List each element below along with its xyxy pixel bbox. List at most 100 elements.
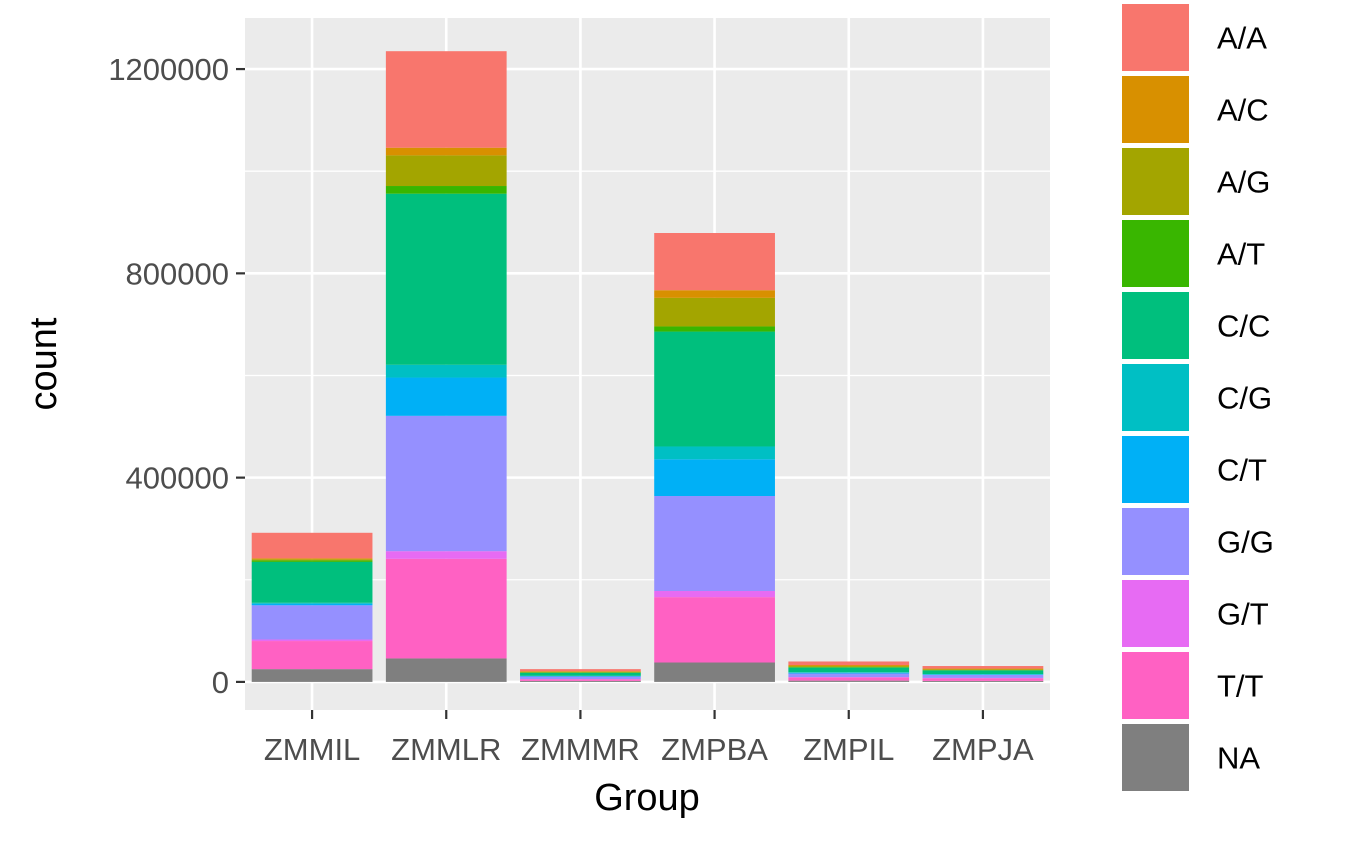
legend-label: NA xyxy=(1217,741,1260,776)
y-tick-label: 1200000 xyxy=(108,52,229,87)
bar-segment xyxy=(654,459,775,497)
bar-segment xyxy=(251,603,373,606)
bar-segment xyxy=(251,602,373,604)
bar-segment xyxy=(654,233,775,291)
y-tick-label: 800000 xyxy=(126,256,229,291)
legend-key xyxy=(1122,364,1189,431)
legend-label: A/C xyxy=(1217,93,1269,128)
bar-segment xyxy=(922,670,1044,674)
bar-segment xyxy=(788,667,910,673)
bar-segment xyxy=(520,676,641,677)
legend-label: C/T xyxy=(1217,453,1267,488)
legend-label: A/G xyxy=(1217,165,1270,200)
bar-segment xyxy=(251,669,373,682)
bar-segment xyxy=(922,674,1044,675)
legend-key xyxy=(1122,436,1189,503)
legend-key xyxy=(1122,580,1189,647)
bar-segment xyxy=(922,678,1044,681)
bar-segment xyxy=(251,559,373,561)
bar-segment xyxy=(654,496,775,592)
bar-segment xyxy=(788,666,910,668)
bar-segment xyxy=(385,377,507,416)
bar-segment xyxy=(788,677,910,678)
bar-segment xyxy=(654,662,775,682)
bar-segment xyxy=(251,560,373,562)
legend-label: G/G xyxy=(1217,525,1274,560)
bar-segment xyxy=(520,669,641,672)
y-axis-title: count xyxy=(23,317,65,410)
bar-segment xyxy=(788,667,910,668)
x-tick-label: ZMMLR xyxy=(391,732,501,767)
legend-key xyxy=(1122,508,1189,575)
x-tick-label: ZMPIL xyxy=(803,732,894,767)
bar-segment xyxy=(654,290,775,298)
bar-segment xyxy=(922,674,1044,678)
minor-gridlines xyxy=(245,170,1050,581)
bar-segment xyxy=(251,641,373,670)
bar-segment xyxy=(385,658,507,682)
bar-segment xyxy=(520,676,641,680)
bar-segment xyxy=(788,661,910,666)
bar-segment xyxy=(385,51,507,148)
bar-segment xyxy=(788,672,910,673)
bar-segment xyxy=(788,665,910,667)
bar-segment xyxy=(520,679,641,681)
bar-segment xyxy=(251,561,373,603)
x-tick-label: ZMPBA xyxy=(661,732,768,767)
panel-background xyxy=(245,18,1050,710)
bar-segment xyxy=(385,147,507,156)
y-tick-label: 0 xyxy=(212,665,229,700)
bar-segment xyxy=(385,415,507,552)
bar-segment xyxy=(520,671,641,673)
legend-label: T/T xyxy=(1217,669,1264,704)
bar-segment xyxy=(922,669,1044,671)
bar-segment xyxy=(788,680,910,682)
bar-segment xyxy=(520,680,641,682)
bar-segment xyxy=(385,186,507,194)
bar-segment xyxy=(385,155,507,187)
legend-key xyxy=(1122,148,1189,215)
bar-segment xyxy=(654,597,775,663)
legend-key xyxy=(1122,724,1189,791)
y-axis: 0 400000 800000 1200000 xyxy=(108,52,245,700)
x-axis: ZMMIL ZMMLR ZMMMR ZMPBA ZMPIL ZMPJA xyxy=(264,710,1034,767)
bar-segment xyxy=(251,639,373,642)
bar-segment xyxy=(251,558,373,560)
legend-key xyxy=(1122,652,1189,719)
legend-label: G/T xyxy=(1217,597,1269,632)
legend: A/A A/C A/G A/T C/C C/G C/T G/G G/T T/T NA xyxy=(1122,4,1274,791)
x-tick-label: ZMPJA xyxy=(932,732,1034,767)
legend-label: A/A xyxy=(1217,21,1267,56)
bar-segment xyxy=(654,326,775,332)
bar-segment xyxy=(654,446,775,460)
bar-segment xyxy=(251,532,373,559)
legend-label: C/G xyxy=(1217,381,1272,416)
bars xyxy=(251,51,1044,682)
x-tick-label: ZMMIL xyxy=(264,732,360,767)
bar-segment xyxy=(788,672,910,674)
bar-segment xyxy=(922,666,1044,669)
bar-segment xyxy=(922,680,1044,682)
bar-segment xyxy=(520,672,641,676)
legend-key xyxy=(1122,292,1189,359)
bar-segment xyxy=(385,551,507,559)
legend-key xyxy=(1122,4,1189,71)
x-tick-label: ZMMMR xyxy=(521,732,640,767)
bar-segment xyxy=(654,331,775,447)
bar-segment xyxy=(654,297,775,327)
bar-segment xyxy=(654,591,775,598)
bar-segment xyxy=(520,671,641,672)
bar-segment xyxy=(922,668,1044,670)
y-tick-label: 400000 xyxy=(126,461,229,496)
bar-segment xyxy=(385,364,507,378)
x-axis-title: Group xyxy=(594,777,700,819)
bar-segment xyxy=(385,558,507,659)
legend-key xyxy=(1122,220,1189,287)
legend-label: A/T xyxy=(1217,237,1265,272)
bar-segment xyxy=(788,677,910,681)
legend-key xyxy=(1122,76,1189,143)
bar-segment xyxy=(385,193,507,365)
bar-segment xyxy=(251,605,373,640)
legend-label: C/C xyxy=(1217,309,1270,344)
